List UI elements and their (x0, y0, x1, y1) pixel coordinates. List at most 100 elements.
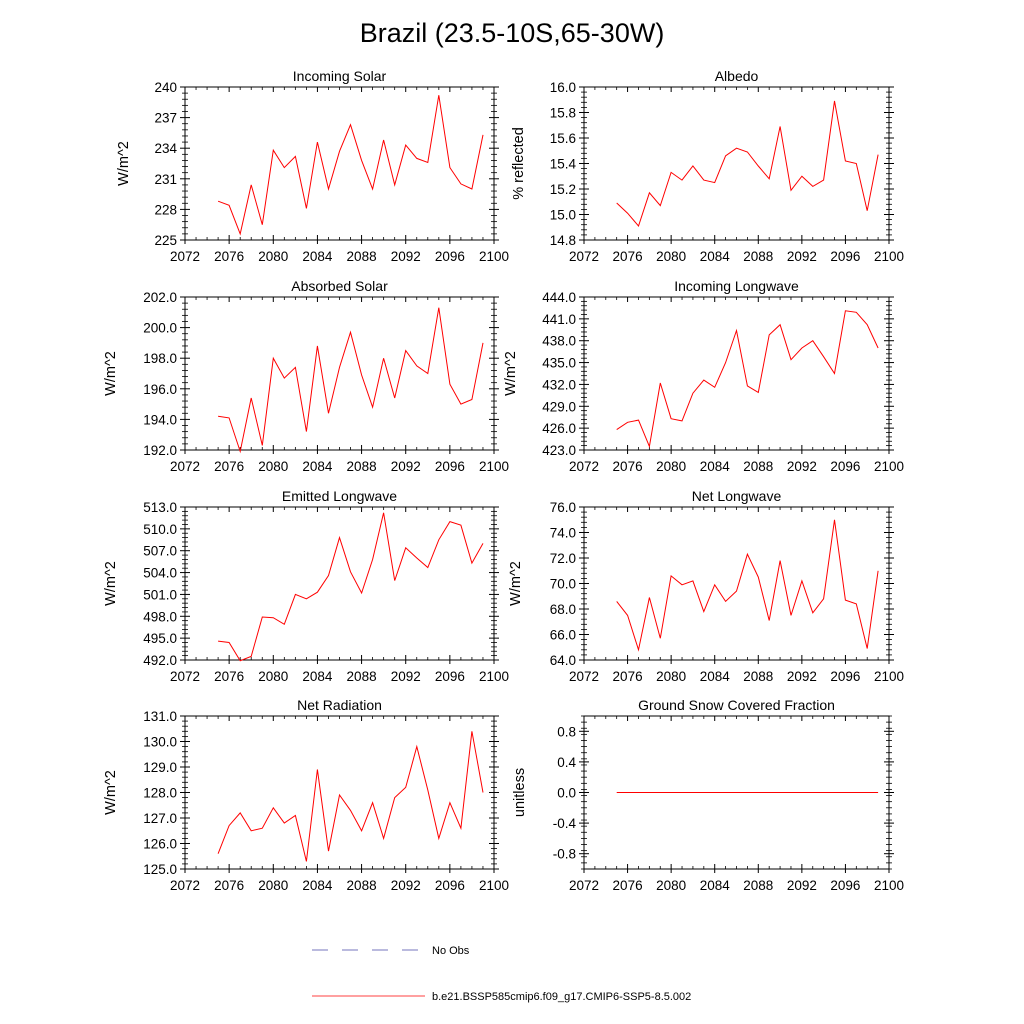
x-tick-label: 2084 (700, 669, 731, 684)
x-tick-label: 2072 (170, 459, 200, 474)
x-tick-label: 2096 (435, 669, 465, 684)
y-axis-label: % reflected (511, 127, 527, 200)
x-tick-label: 2084 (302, 249, 333, 264)
x-tick-label: 2084 (700, 459, 731, 474)
y-tick-label: 237 (154, 111, 177, 126)
series-line (616, 100, 879, 228)
plot-frame (184, 86, 495, 241)
x-tick-label: 2100 (479, 459, 509, 474)
x-tick-label: 2088 (347, 878, 377, 893)
y-tick-label: 495.0 (143, 631, 177, 646)
y-axis-label: W/m^2 (508, 561, 524, 606)
series-line (218, 512, 484, 662)
x-tick-label: 2092 (391, 878, 421, 893)
panel-3: Absorbed Solar W/m^2 2072 2076 2080 2084 2088 2… (103, 278, 509, 474)
y-tick-label: 15.8 (550, 106, 576, 121)
y-tick-label: 202.0 (143, 290, 177, 305)
plot-frame (184, 506, 495, 661)
x-tick-label: 2092 (391, 249, 421, 264)
y-tick-label: 438.0 (542, 334, 576, 349)
x-tick-label: 2100 (479, 878, 509, 893)
x-tick-label: 2072 (569, 669, 599, 684)
x-tick-label: 2072 (170, 669, 200, 684)
series-line (217, 95, 484, 236)
y-tick-label: 444.0 (542, 290, 576, 305)
y-tick-label: 127.0 (143, 811, 177, 826)
x-tick-label: 2080 (656, 459, 686, 474)
y-tick-label: 126.0 (143, 837, 177, 852)
y-tick-label: 192.0 (143, 443, 177, 458)
y-tick-label: 70.0 (550, 577, 576, 592)
x-tick-label: 2088 (743, 878, 773, 893)
y-axis-label: W/m^2 (503, 351, 519, 396)
y-tick-label: 231 (154, 172, 177, 187)
series-line (218, 307, 484, 454)
x-tick-label: 2076 (613, 669, 643, 684)
x-tick-label: 2072 (170, 878, 200, 893)
y-axis-label: W/m^2 (103, 351, 119, 396)
panel-title: Incoming Longwave (674, 278, 799, 294)
x-tick-label: 2096 (435, 459, 465, 474)
x-tick-label: 2080 (258, 459, 288, 474)
x-tick-label: 2072 (569, 249, 599, 264)
plot-frame (583, 86, 890, 241)
x-tick-label: 2076 (214, 459, 244, 474)
y-tick-label: 16.0 (550, 80, 576, 95)
panel-7: Net Radiation W/m^2 2072 2076 2080 2084 2088 20… (103, 697, 509, 893)
y-tick-label: 76.0 (550, 500, 576, 515)
x-tick-label: 2076 (214, 669, 244, 684)
y-tick-label: 501.0 (143, 587, 177, 602)
y-tick-label: 200.0 (143, 321, 177, 336)
x-tick-label: 2084 (302, 669, 333, 684)
y-tick-label: 441.0 (542, 312, 576, 327)
y-tick-label: 196.0 (143, 382, 177, 397)
panel-8: Ground Snow Covered Fraction unitless 2072… (512, 697, 904, 893)
x-tick-label: 2088 (743, 459, 773, 474)
x-tick-label: 2080 (656, 249, 686, 264)
y-axis-label: W/m^2 (103, 561, 119, 606)
y-tick-label: 513.0 (143, 500, 177, 515)
x-tick-label: 2100 (874, 878, 904, 893)
x-tick-label: 2076 (613, 878, 643, 893)
y-tick-label: 0.0 (557, 786, 576, 801)
x-tick-label: 2096 (435, 878, 465, 893)
figure-title: Brazil (23.5-10S,65-30W) (360, 18, 665, 48)
x-tick-label: 2088 (743, 249, 773, 264)
y-tick-label: 435.0 (542, 356, 576, 371)
x-tick-label: 2080 (258, 878, 288, 893)
x-tick-label: 2088 (347, 249, 377, 264)
x-tick-label: 2092 (787, 669, 817, 684)
panels: Incoming Solar W/m^2 2072 2076 2080 2084 2088 2… (103, 68, 904, 893)
plot-frame (583, 296, 890, 451)
y-axis-label: unitless (512, 768, 528, 817)
y-tick-label: 432.0 (542, 377, 576, 392)
y-tick-label: 64.0 (550, 653, 576, 668)
x-tick-label: 2100 (874, 669, 904, 684)
x-tick-label: 2080 (258, 669, 288, 684)
y-tick-label: 194.0 (143, 412, 177, 427)
y-tick-label: 15.0 (550, 208, 576, 223)
panel-title: Incoming Solar (293, 68, 387, 84)
panel-title: Albedo (715, 68, 759, 84)
y-tick-label: 198.0 (143, 351, 177, 366)
panel-4: Incoming Longwave W/m^2 2072 2076 2080 2084 20… (503, 278, 904, 474)
y-tick-label: 429.0 (542, 399, 576, 414)
y-tick-label: -0.4 (553, 816, 577, 831)
y-tick-label: -0.8 (553, 847, 576, 862)
x-tick-label: 2092 (391, 459, 421, 474)
y-tick-label: 504.0 (143, 566, 177, 581)
legend-obs-label: No Obs (432, 945, 470, 957)
panel-title: Net Longwave (692, 488, 782, 504)
x-tick-label: 2096 (830, 878, 860, 893)
x-tick-label: 2080 (656, 669, 686, 684)
x-tick-label: 2072 (170, 249, 200, 264)
y-tick-label: 131.0 (143, 709, 177, 724)
x-tick-label: 2096 (830, 249, 860, 264)
plot-frame (184, 296, 495, 451)
x-tick-label: 2076 (214, 878, 244, 893)
y-tick-label: 15.4 (550, 157, 577, 172)
y-tick-label: 15.2 (550, 182, 576, 197)
panel-title: Net Radiation (297, 697, 382, 713)
legend: No Obs b.e21.BSSP585cmip6.f09_g17.CMIP6-… (312, 945, 691, 1003)
x-tick-label: 2088 (347, 669, 377, 684)
